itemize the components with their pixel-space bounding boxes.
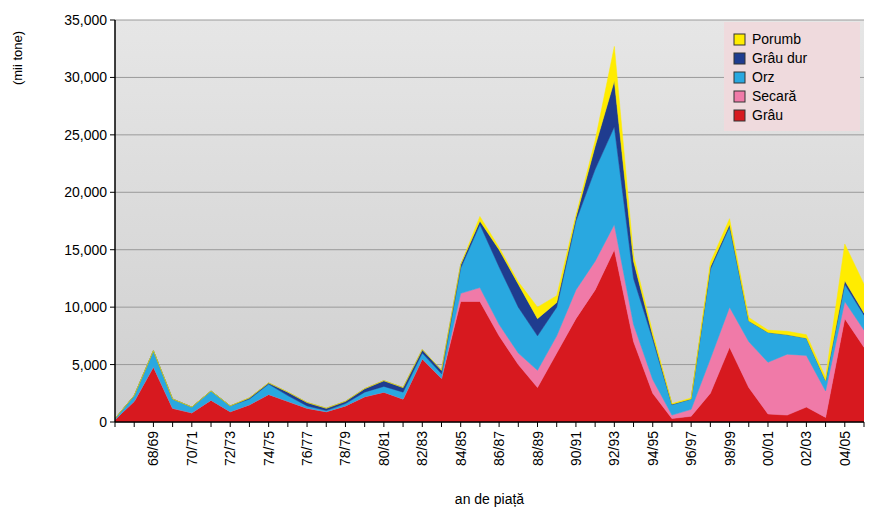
chart: 0 5,000 10,000 15,000 20,000 25,000 30,000 35,0…	[0, 0, 876, 527]
x-tick	[307, 422, 308, 427]
x-tick	[729, 422, 730, 427]
y-tick-label: 15,000	[64, 242, 107, 258]
x-tick-label: 70/71	[184, 431, 200, 466]
x-tick	[211, 422, 212, 427]
x-tick	[864, 422, 865, 427]
x-tick	[345, 422, 346, 427]
x-axis-title: an de piață	[455, 491, 524, 507]
x-tick	[249, 422, 250, 427]
area	[115, 127, 864, 420]
x-tick	[518, 422, 519, 427]
areas	[115, 46, 864, 422]
x-tick	[767, 422, 768, 427]
x-tick-label: 00/01	[760, 431, 776, 466]
x-tick	[671, 422, 672, 427]
legend-swatch	[734, 91, 745, 102]
legend-label: Porumb	[752, 31, 801, 47]
x-tick-label: 86/87	[491, 431, 507, 466]
legend: Porumb Grâu dur Orz Secară Grâu	[724, 22, 860, 131]
x-tick-label: 74/75	[261, 431, 277, 466]
x-tick	[710, 422, 711, 427]
x-tick	[460, 422, 461, 427]
x-tick-label: 88/89	[530, 431, 546, 466]
x-tick	[479, 422, 480, 427]
x-tick	[403, 422, 404, 427]
legend-swatch	[734, 34, 745, 45]
x-tick	[153, 422, 154, 427]
legend-label: Grâu	[752, 107, 783, 123]
x-tick	[806, 422, 807, 427]
grid-line	[115, 20, 864, 21]
y-tick-label: 20,000	[64, 184, 107, 200]
x-tick	[575, 422, 576, 427]
x-tick	[287, 422, 288, 427]
x-tick	[691, 422, 692, 427]
y-tick-label: 35,000	[64, 12, 107, 28]
grid-line	[115, 192, 864, 193]
x-tick	[134, 422, 135, 427]
x-tick	[748, 422, 749, 427]
x-tick	[825, 422, 826, 427]
x-tick-label: 78/79	[337, 431, 353, 466]
y-tick-label: 30,000	[64, 69, 107, 85]
x-tick	[633, 422, 634, 427]
y-tick-label: 10,000	[64, 299, 107, 315]
x-tick	[191, 422, 192, 427]
x-tick	[230, 422, 231, 427]
x-tick	[326, 422, 327, 427]
grid-line	[115, 134, 864, 135]
x-tick	[499, 422, 500, 427]
x-tick	[844, 422, 845, 427]
x-tick-label: 96/97	[683, 431, 699, 466]
x-tick	[422, 422, 423, 427]
legend-label: Secară	[752, 88, 797, 104]
x-tick	[364, 422, 365, 427]
x-tick	[268, 422, 269, 427]
x-tick-label: 76/77	[299, 431, 315, 466]
legend-swatch	[734, 72, 745, 83]
x-tick	[652, 422, 653, 427]
legend-label: Grâu dur	[752, 50, 808, 66]
y-axis	[114, 20, 116, 422]
x-tick-label: 90/91	[568, 431, 584, 466]
x-tick	[614, 422, 615, 427]
x-tick	[383, 422, 384, 427]
x-tick	[115, 422, 116, 427]
x-tick-label: 92/93	[606, 431, 622, 466]
x-tick-label: 72/73	[222, 431, 238, 466]
x-tick-label: 80/81	[376, 431, 392, 466]
y-tick-label: 5,000	[72, 357, 107, 373]
x-tick-label: 68/69	[145, 431, 161, 466]
area	[115, 81, 864, 419]
legend-swatch	[734, 53, 745, 64]
x-tick-label: 04/05	[837, 431, 853, 466]
x-tick-label: 02/03	[798, 431, 814, 466]
x-tick	[595, 422, 596, 427]
legend-box	[724, 22, 860, 131]
plot-background	[115, 20, 864, 422]
x-tick-label: 82/83	[414, 431, 430, 466]
x-tick	[787, 422, 788, 427]
x-tick-label: 84/85	[453, 431, 469, 466]
area	[115, 46, 864, 418]
x-axis	[115, 421, 864, 423]
y-tick-label: 25,000	[64, 127, 107, 143]
legend-swatch	[734, 110, 745, 121]
y-tick-label: 0	[99, 414, 107, 430]
y-axis-title: (mii tone)	[10, 31, 25, 85]
x-tick-label: 98/99	[722, 431, 738, 466]
grid-line	[115, 422, 864, 423]
x-tick	[441, 422, 442, 427]
x-tick	[172, 422, 173, 427]
x-tick	[556, 422, 557, 427]
x-tick-label: 94/95	[645, 431, 661, 466]
x-tick	[537, 422, 538, 427]
legend-label: Orz	[752, 69, 775, 85]
